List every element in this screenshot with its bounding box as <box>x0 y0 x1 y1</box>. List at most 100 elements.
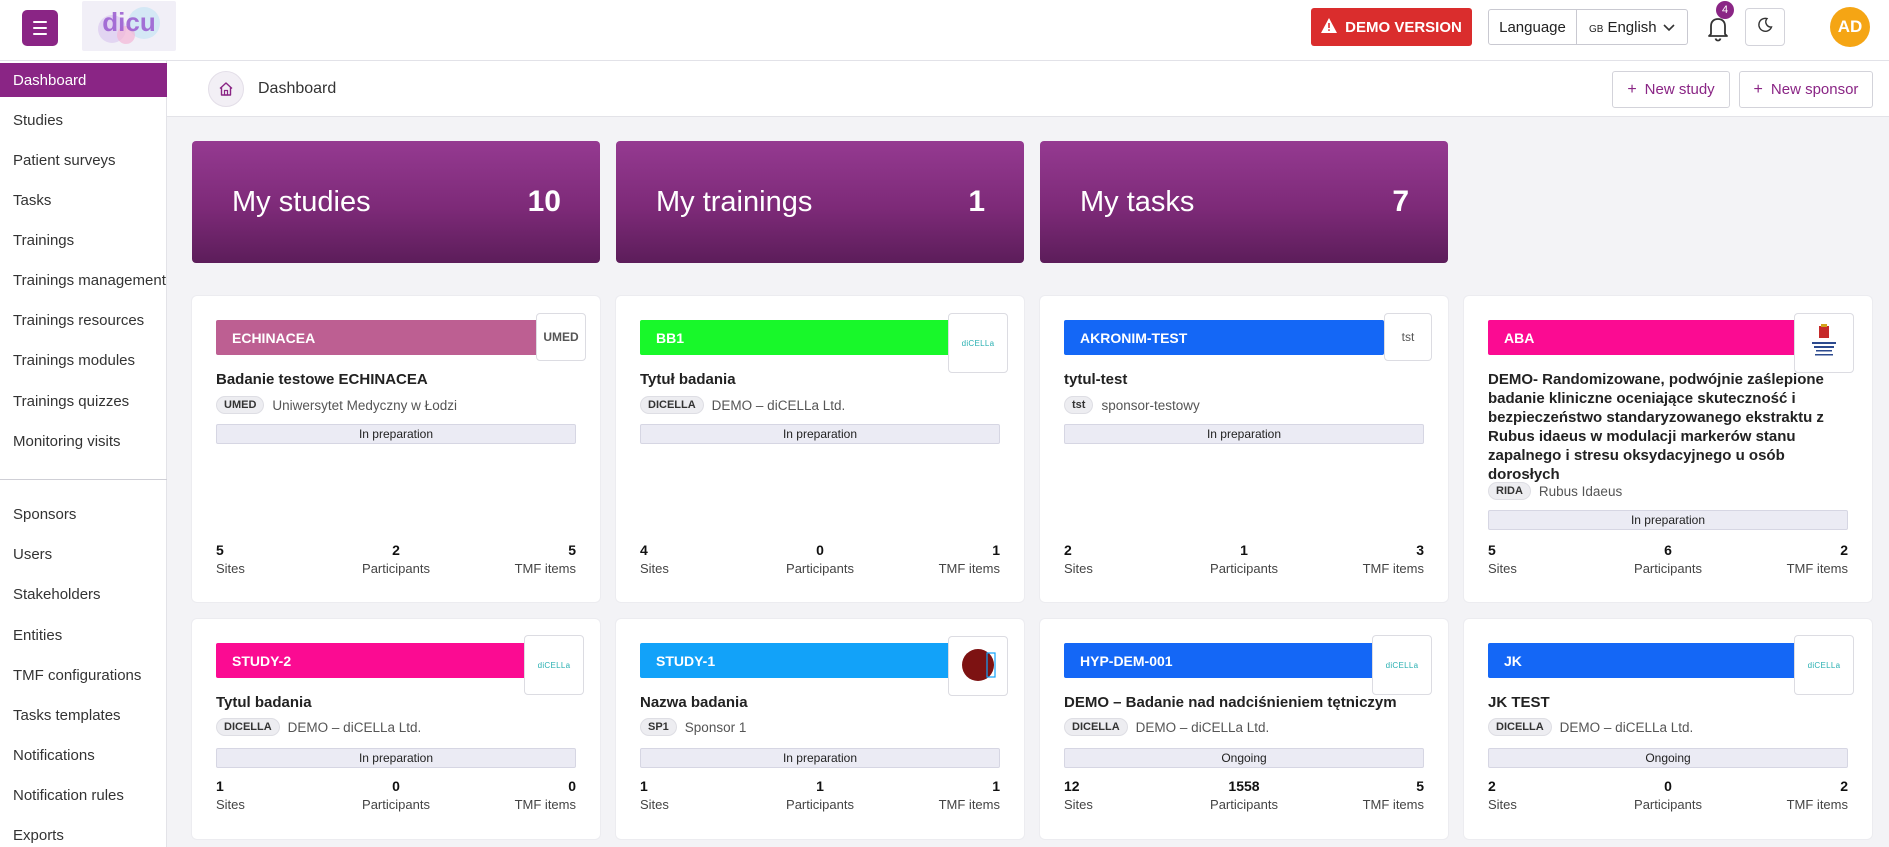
study-sponsor: DICELLA DEMO – diCELLa Ltd. <box>640 396 845 414</box>
demo-version-label: DEMO VERSION <box>1345 18 1462 36</box>
sidebar-item-users[interactable]: Users <box>13 545 53 563</box>
sponsor-tag: UMED <box>216 396 265 414</box>
sponsor-name: Sponsor 1 <box>684 719 747 735</box>
study-code-band: STUDY-2 <box>216 643 526 678</box>
breadcrumb: Dashboard + New study + New sponsor <box>167 61 1889 117</box>
study-sponsor: tst sponsor-testowy <box>1064 396 1200 414</box>
study-card-echinacea[interactable]: ECHINACEA UMED Badanie testowe ECHINACEA… <box>192 296 600 602</box>
sidebar-item-tmf-configurations[interactable]: TMF configurations <box>13 666 142 684</box>
sponsor-logo: UMED <box>536 313 586 361</box>
sidebar: Dashboard Studies Patient surveys Tasks … <box>0 61 167 847</box>
sidebar-item-trainings-modules[interactable]: Trainings modules <box>13 351 135 369</box>
new-sponsor-button[interactable]: + New sponsor <box>1739 71 1873 108</box>
sites-metric: 5 Sites <box>216 542 245 576</box>
study-metrics: 1 Sites 1 Participants 1 TMF items <box>640 778 1000 814</box>
sidebar-item-exports[interactable]: Exports <box>13 826 64 844</box>
study-metrics: 2 Sites 1 Participants 3 TMF items <box>1064 542 1424 578</box>
stat-count: 1 <box>968 185 985 218</box>
study-card-study-2[interactable]: STUDY-2 diCELLa Tytul badania DICELLA DE… <box>192 619 600 839</box>
sidebar-item-monitoring-visits[interactable]: Monitoring visits <box>13 432 121 450</box>
tmf-items-metric: 5 TMF items <box>1362 778 1424 812</box>
sidebar-item-trainings-management[interactable]: Trainings management <box>13 271 166 289</box>
status-badge: In preparation <box>1488 510 1848 530</box>
sidebar-item-stakeholders[interactable]: Stakeholders <box>13 585 101 603</box>
participants-metric: 1558 Participants <box>1210 778 1278 812</box>
study-code-band: STUDY-1 <box>640 643 970 678</box>
tmf-items-metric: 1 TMF items <box>938 778 1000 812</box>
new-study-label: New study <box>1644 81 1715 98</box>
sidebar-item-entities[interactable]: Entities <box>13 626 63 644</box>
sites-metric: 2 Sites <box>1488 778 1517 812</box>
study-code-band: BB1 <box>640 320 970 355</box>
study-card-aba[interactable]: ABA DEMO- Randomizowane, podwójnie zaśle… <box>1464 296 1872 602</box>
study-card-akronim-test[interactable]: AKRONIM-TEST tst tytul-test tst sponsor-… <box>1040 296 1448 602</box>
sidebar-item-trainings-quizzes[interactable]: Trainings quizzes <box>13 392 130 410</box>
hamburger-menu-button[interactable] <box>22 10 58 46</box>
status-badge: In preparation <box>216 424 576 444</box>
svg-text:dicu: dicu <box>102 7 155 37</box>
user-avatar[interactable]: AD <box>1830 7 1870 47</box>
tmf-items-metric: 3 TMF items <box>1362 542 1424 576</box>
sidebar-item-trainings-resources[interactable]: Trainings resources <box>13 311 145 329</box>
sponsor-name: DEMO – diCELLa Ltd. <box>1135 719 1270 735</box>
study-title: Tytuł badania <box>640 371 736 388</box>
new-study-button[interactable]: + New study <box>1612 71 1730 108</box>
tmf-items-metric: 0 TMF items <box>514 778 576 812</box>
status-badge: In preparation <box>640 748 1000 768</box>
tmf-items-metric: 2 TMF items <box>1786 542 1848 576</box>
sidebar-item-tasks-templates[interactable]: Tasks templates <box>13 706 121 724</box>
study-card-study-1[interactable]: STUDY-1 Nazwa badania SP1 Sponsor 1 In p… <box>616 619 1024 839</box>
study-card-hyp-dem-001[interactable]: HYP-DEM-001 diCELLa DEMO – Badanie nad n… <box>1040 619 1448 839</box>
sidebar-item-studies[interactable]: Studies <box>13 111 64 129</box>
page-title: Dashboard <box>258 80 337 97</box>
sponsor-logo: diCELLa <box>1372 635 1432 695</box>
study-title: DEMO- Randomizowane, podwójnie zaślepion… <box>1488 371 1824 483</box>
study-card-bb1[interactable]: BB1 diCELLa Tytuł badania DICELLA DEMO –… <box>616 296 1024 602</box>
participants-metric: 1 Participants <box>1210 542 1278 576</box>
plus-icon: + <box>1627 80 1637 98</box>
sidebar-item-patient-surveys[interactable]: Patient surveys <box>13 151 116 169</box>
sidebar-item-notifications[interactable]: Notifications <box>13 746 95 764</box>
sidebar-item-dashboard[interactable]: Dashboard <box>0 63 167 97</box>
sponsor-logo: diCELLa <box>1794 635 1854 695</box>
study-card-jk[interactable]: JK diCELLa JK TEST DICELLA DEMO – diCELL… <box>1464 619 1872 839</box>
sites-metric: 5 Sites <box>1488 542 1517 576</box>
sidebar-item-sponsors[interactable]: Sponsors <box>13 505 77 523</box>
home-icon[interactable] <box>208 71 244 107</box>
sponsor-name: DEMO – diCELLa Ltd. <box>287 719 422 735</box>
dark-mode-toggle[interactable] <box>1745 8 1785 46</box>
sites-metric: 1 Sites <box>640 778 669 812</box>
study-sponsor: UMED Uniwersytet Medyczny w Łodzi <box>216 396 457 414</box>
language-label: Language <box>1489 10 1577 44</box>
sidebar-item-trainings[interactable]: Trainings <box>13 231 75 249</box>
participants-metric: 6 Participants <box>1634 542 1702 576</box>
language-dropdown[interactable]: GB English <box>1577 10 1687 44</box>
sponsor-logo: diCELLa <box>948 313 1008 373</box>
status-badge: In preparation <box>216 748 576 768</box>
notifications-bell-icon[interactable] <box>1704 12 1732 44</box>
my-trainings-tile[interactable]: My trainings 1 <box>616 141 1024 263</box>
stat-label: My studies <box>232 185 371 218</box>
my-tasks-tile[interactable]: My tasks 7 <box>1040 141 1448 263</box>
my-studies-tile[interactable]: My studies 10 <box>192 141 600 263</box>
study-code-band: ABA <box>1488 320 1818 355</box>
sponsor-tag: DICELLA <box>216 718 280 736</box>
study-code-band: ECHINACEA <box>216 320 546 355</box>
study-title: JK TEST <box>1488 694 1550 711</box>
study-title: DEMO – Badanie nad nadciśnieniem tętnicz… <box>1064 694 1397 711</box>
tmf-items-metric: 5 TMF items <box>514 542 576 576</box>
sponsor-logo <box>1794 313 1854 373</box>
participants-metric: 0 Participants <box>1634 778 1702 812</box>
sidebar-item-notification-rules[interactable]: Notification rules <box>13 786 124 804</box>
demo-version-button[interactable]: DEMO VERSION <box>1311 8 1472 46</box>
sponsor-circle-icon <box>960 647 996 686</box>
study-title: Nazwa badania <box>640 694 748 711</box>
tmf-items-metric: 1 TMF items <box>938 542 1000 576</box>
app-logo[interactable]: dicu <box>82 1 176 51</box>
sidebar-item-tasks[interactable]: Tasks <box>13 191 52 209</box>
stat-count: 7 <box>1392 185 1409 218</box>
study-metrics: 12 Sites 1558 Participants 5 TMF items <box>1064 778 1424 814</box>
study-sponsor: DICELLA DEMO – diCELLa Ltd. <box>1488 718 1693 736</box>
study-code-band: AKRONIM-TEST <box>1064 320 1384 355</box>
study-sponsor: DICELLA DEMO – diCELLa Ltd. <box>216 718 421 736</box>
